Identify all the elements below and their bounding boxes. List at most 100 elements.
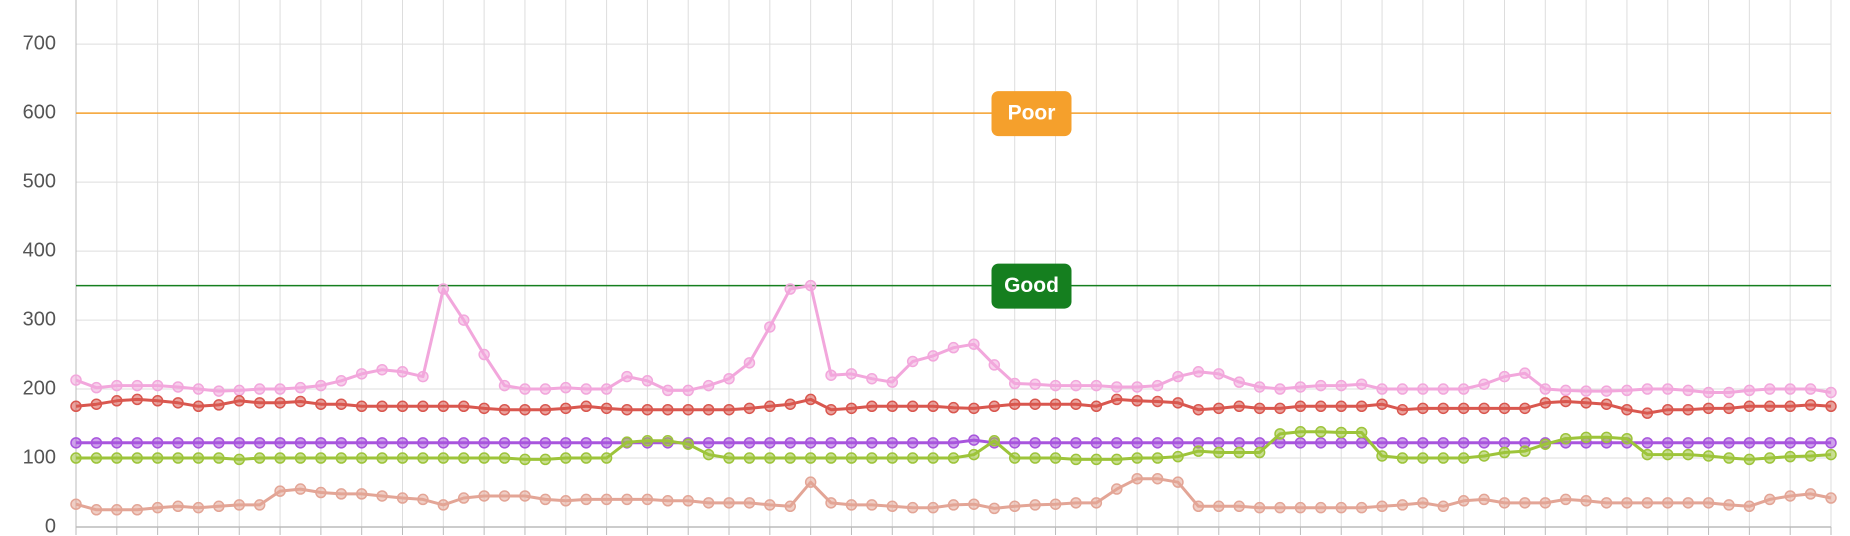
data-point xyxy=(1396,403,1409,416)
data-point xyxy=(1111,381,1123,393)
data-point xyxy=(1417,452,1429,464)
data-point xyxy=(396,400,409,413)
data-point xyxy=(702,437,715,449)
data-point xyxy=(1090,400,1103,413)
data-point xyxy=(1213,446,1225,459)
data-point xyxy=(1274,501,1286,514)
data-point xyxy=(1213,402,1225,415)
data-point xyxy=(1008,452,1021,464)
data-point xyxy=(294,437,307,449)
data-point xyxy=(1743,453,1756,466)
data-point xyxy=(90,504,103,516)
data-point xyxy=(1539,438,1552,450)
data-point xyxy=(335,452,348,464)
data-point xyxy=(784,452,796,464)
data-point xyxy=(1743,500,1756,513)
data-point xyxy=(1274,402,1286,415)
data-point xyxy=(641,435,654,447)
data-point xyxy=(804,476,817,488)
data-point xyxy=(804,393,817,406)
data-point xyxy=(1784,450,1796,463)
data-point xyxy=(1376,500,1388,513)
data-point xyxy=(417,493,429,506)
data-point xyxy=(784,283,796,295)
data-point xyxy=(1539,383,1552,395)
data-point xyxy=(1539,497,1552,509)
data-point xyxy=(1825,492,1837,504)
data-point xyxy=(804,452,817,464)
data-point xyxy=(804,279,817,292)
data-point xyxy=(906,501,919,514)
data-point xyxy=(1498,497,1511,509)
data-point xyxy=(1559,493,1572,506)
data-point xyxy=(1539,397,1552,409)
data-point xyxy=(519,383,531,395)
data-point xyxy=(1192,403,1205,416)
data-point xyxy=(213,399,225,411)
data-point xyxy=(1335,501,1347,514)
data-point xyxy=(1111,393,1123,406)
data-point xyxy=(1376,383,1388,395)
data-point xyxy=(641,493,654,506)
y-tick-label: 600 xyxy=(23,101,56,123)
data-point xyxy=(1172,476,1184,488)
data-point xyxy=(906,452,919,464)
data-point xyxy=(1723,499,1735,511)
data-point xyxy=(580,452,592,464)
data-point xyxy=(641,375,654,387)
data-point xyxy=(1641,407,1654,419)
data-point xyxy=(1519,497,1531,509)
data-point xyxy=(845,368,858,380)
data-point xyxy=(335,398,348,410)
data-point xyxy=(274,397,286,409)
data-point xyxy=(1029,378,1041,390)
data-point xyxy=(1029,437,1041,449)
data-point xyxy=(1396,452,1409,464)
data-point xyxy=(1437,500,1450,513)
data-point xyxy=(1723,402,1735,415)
data-point xyxy=(1253,501,1266,514)
data-point xyxy=(1804,488,1817,500)
data-point xyxy=(396,492,409,504)
data-point xyxy=(376,363,388,376)
data-point xyxy=(1131,472,1143,485)
data-point xyxy=(274,485,286,497)
data-point xyxy=(1702,402,1715,415)
data-point xyxy=(1294,501,1307,514)
data-point xyxy=(866,452,878,464)
data-point xyxy=(539,493,552,506)
data-point xyxy=(1253,446,1266,459)
data-point xyxy=(1029,452,1041,464)
data-point xyxy=(1621,432,1633,445)
data-point xyxy=(580,493,592,506)
data-point xyxy=(1723,452,1735,464)
data-point xyxy=(1743,437,1756,449)
data-point xyxy=(1682,497,1694,509)
data-point xyxy=(906,355,919,368)
data-point xyxy=(1580,495,1592,507)
data-point xyxy=(1315,437,1327,449)
series-markers xyxy=(70,393,1837,419)
data-point xyxy=(519,437,531,449)
data-point xyxy=(600,493,613,506)
data-point xyxy=(131,393,143,406)
data-point xyxy=(1457,383,1470,395)
data-point xyxy=(1437,383,1450,395)
data-point xyxy=(743,357,756,369)
data-point xyxy=(294,395,307,408)
data-point xyxy=(1559,432,1572,445)
data-point xyxy=(866,372,878,385)
data-point xyxy=(580,383,592,395)
data-point xyxy=(1519,402,1531,415)
data-point xyxy=(457,400,470,413)
data-point xyxy=(1355,437,1368,449)
data-point xyxy=(1621,497,1633,509)
data-point xyxy=(1172,397,1184,409)
data-point xyxy=(1090,379,1103,392)
data-point xyxy=(1478,493,1490,506)
data-point xyxy=(968,498,980,510)
data-point xyxy=(764,452,776,464)
data-point xyxy=(580,400,592,413)
data-point xyxy=(131,504,143,516)
data-point xyxy=(866,437,878,449)
